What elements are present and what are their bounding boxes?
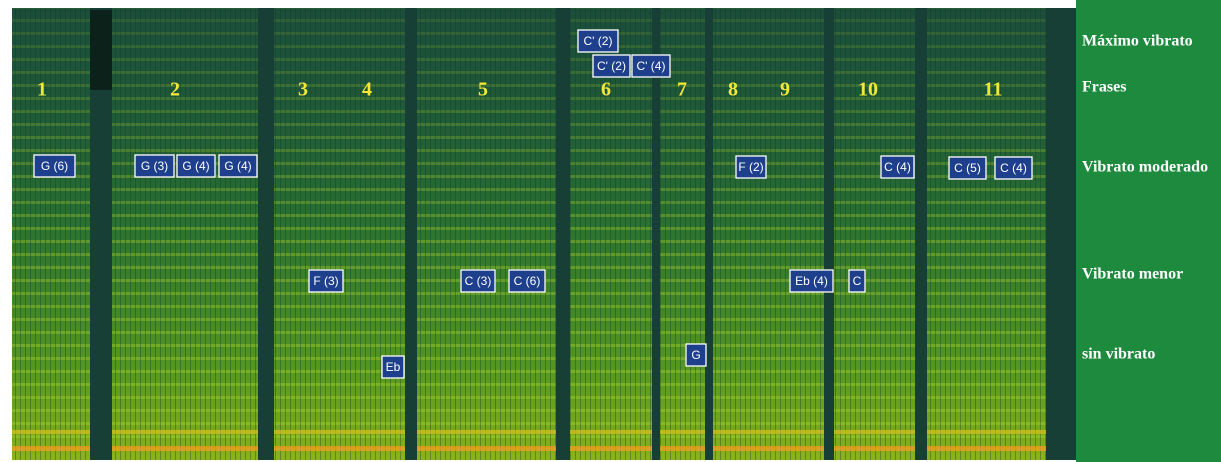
legend-label: Vibrato menor	[1082, 266, 1183, 283]
spectrogram	[12, 8, 1076, 460]
note-label: G (4)	[224, 159, 251, 173]
phrase-number: 9	[780, 79, 790, 101]
phrase-number: 10	[858, 79, 878, 101]
note-label: F (2)	[738, 160, 763, 174]
note-label: G	[691, 348, 700, 362]
note-label: C' (2)	[597, 59, 626, 73]
phrase-number: 4	[362, 79, 372, 101]
note-box	[994, 156, 1033, 180]
note-box	[848, 269, 866, 293]
note-box	[631, 54, 671, 78]
note-label: F (3)	[313, 274, 338, 288]
note-box	[685, 343, 707, 367]
note-label: C (3)	[465, 274, 492, 288]
phrase-number: 1	[37, 79, 47, 101]
note-label: C (6)	[514, 274, 541, 288]
note-label: C	[853, 274, 862, 288]
note-box	[577, 29, 619, 53]
note-label: G (3)	[141, 159, 168, 173]
phrase-number: 3	[298, 79, 308, 101]
phrase-number: 5	[478, 79, 488, 101]
note-box	[176, 154, 216, 178]
legend-label: Vibrato moderado	[1082, 159, 1208, 176]
note-label: C' (4)	[637, 59, 666, 73]
legend-label: sin vibrato	[1082, 346, 1155, 363]
note-box	[308, 269, 344, 293]
note-box	[592, 54, 631, 78]
note-box	[508, 269, 546, 293]
note-label: G (4)	[182, 159, 209, 173]
note-box	[948, 156, 987, 180]
legend-label: Máximo vibrato	[1082, 33, 1193, 50]
note-box	[134, 154, 175, 178]
note-box	[735, 155, 767, 179]
note-label: G (6)	[41, 159, 68, 173]
phrase-number: 2	[170, 79, 180, 101]
note-box	[33, 154, 76, 178]
phrase-number: 7	[677, 79, 687, 101]
note-box	[460, 269, 496, 293]
note-label: Eb	[386, 360, 401, 374]
note-box	[218, 154, 258, 178]
phrase-number: 6	[601, 79, 611, 101]
legend-label: Frases	[1082, 79, 1126, 96]
note-label: C (4)	[884, 160, 911, 174]
note-box	[381, 355, 405, 379]
note-box	[880, 155, 915, 179]
note-label: C (5)	[954, 161, 981, 175]
note-label: C (4)	[1000, 161, 1027, 175]
note-label: Eb (4)	[795, 274, 828, 288]
note-box	[789, 269, 834, 293]
phrase-number: 8	[728, 79, 738, 101]
note-label: C' (2)	[584, 34, 613, 48]
legend-panel	[1076, 0, 1221, 462]
phrase-number: 11	[984, 79, 1003, 101]
